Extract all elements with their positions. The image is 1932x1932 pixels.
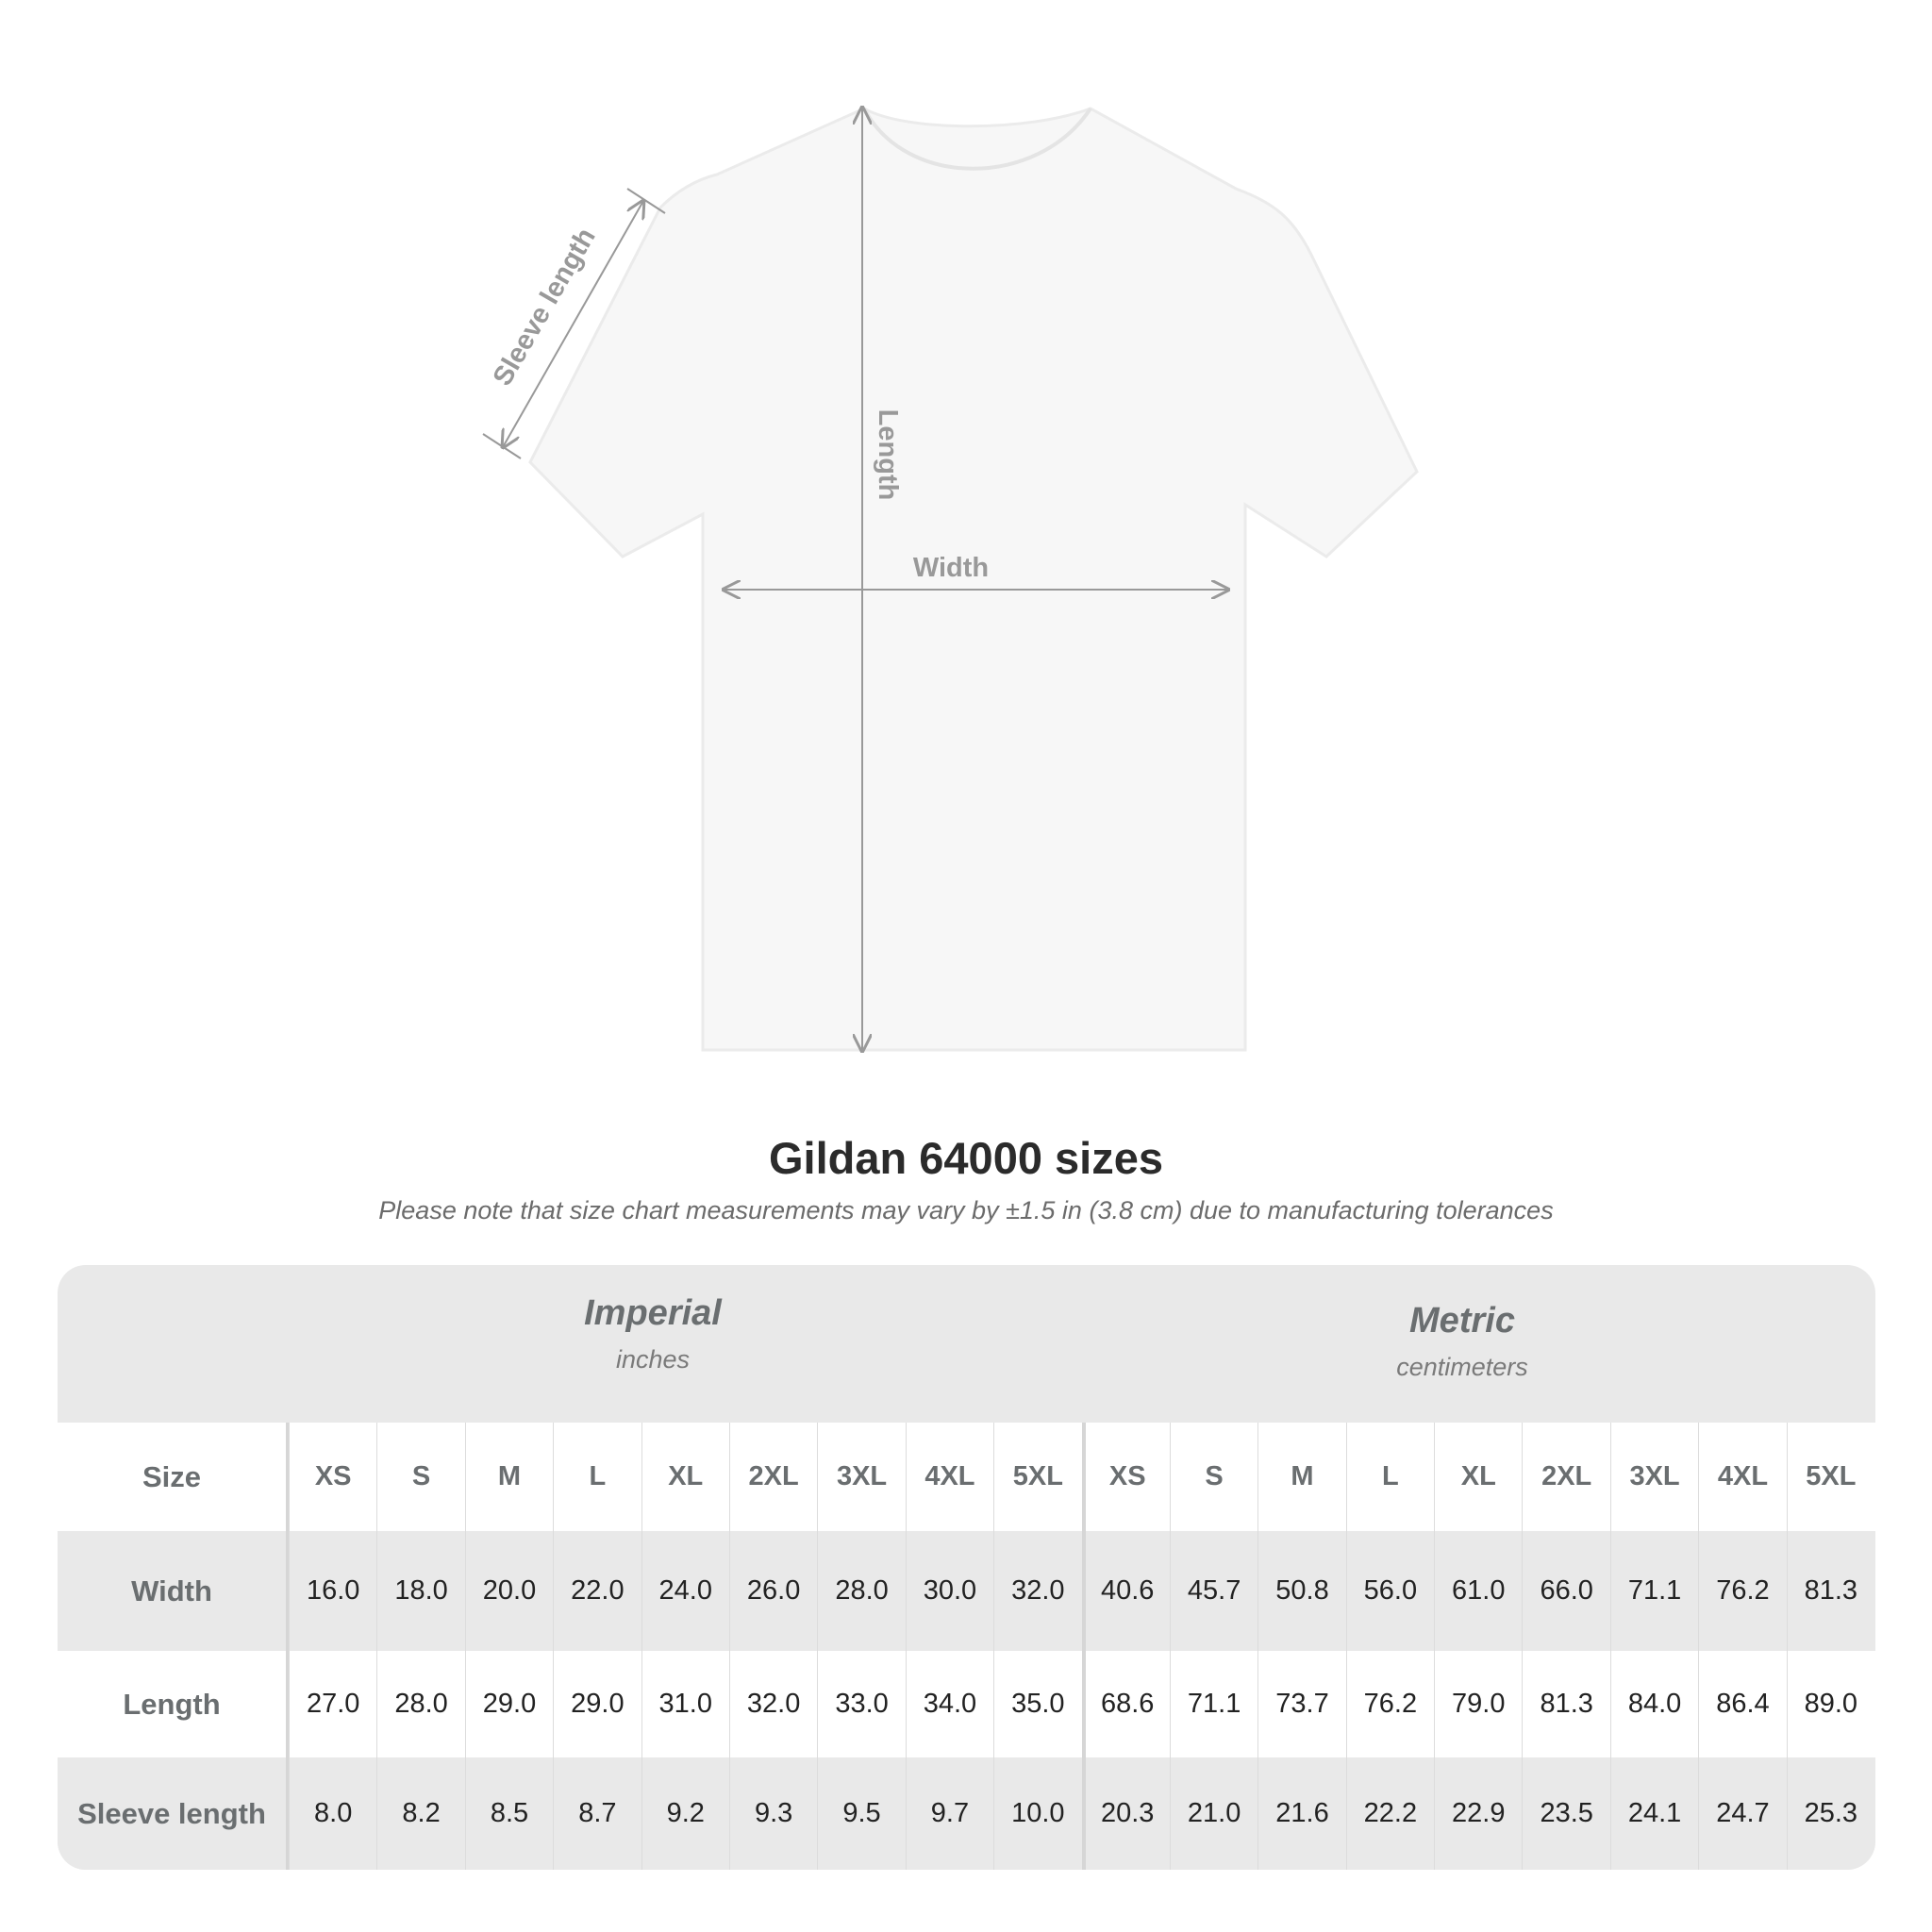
- value-cell: 9.3: [728, 1757, 817, 1870]
- value-cell: 22.0: [553, 1531, 641, 1651]
- size-header-cell: XS: [1081, 1423, 1170, 1531]
- value-cell: 61.0: [1434, 1531, 1522, 1651]
- row-label: Length: [58, 1651, 289, 1757]
- size-header-cell: L: [553, 1423, 641, 1531]
- value-cell: 23.5: [1522, 1757, 1609, 1870]
- row-label: Width: [58, 1531, 289, 1651]
- size-header-cell: S: [1169, 1423, 1257, 1531]
- value-cell: 8.5: [464, 1757, 553, 1870]
- value-cell: 24.1: [1609, 1757, 1698, 1870]
- value-cell: 29.0: [553, 1651, 641, 1757]
- value-cell: 79.0: [1434, 1651, 1522, 1757]
- value-cell: 45.7: [1169, 1531, 1257, 1651]
- value-cell: 24.0: [641, 1531, 729, 1651]
- value-cell: 22.2: [1345, 1757, 1434, 1870]
- metric-header: Metric centimeters: [1396, 1301, 1528, 1381]
- imperial-header: Imperial inches: [584, 1293, 722, 1374]
- value-cell: 28.0: [817, 1531, 905, 1651]
- value-cell: 28.0: [376, 1651, 464, 1757]
- value-cell: 33.0: [817, 1651, 905, 1757]
- tshirt-diagram: Sleeve length Length Width: [482, 0, 1419, 1094]
- value-cell: 76.2: [1698, 1531, 1786, 1651]
- value-cell: 21.0: [1169, 1757, 1257, 1870]
- value-cell: 68.6: [1081, 1651, 1170, 1757]
- size-header-cell: XL: [1434, 1423, 1522, 1531]
- table-row: Length 27.0 28.0 29.0 29.0 31.0 32.0 33.0 34.0 35…: [58, 1651, 1875, 1757]
- value-cell: 76.2: [1345, 1651, 1434, 1757]
- value-cell: 50.8: [1257, 1531, 1345, 1651]
- value-cell: 27.0: [289, 1651, 376, 1757]
- size-header-cell: 2XL: [728, 1423, 817, 1531]
- value-cell: 81.3: [1786, 1531, 1874, 1651]
- value-cell: 20.0: [464, 1531, 553, 1651]
- value-cell: 18.0: [376, 1531, 464, 1651]
- table-row: Sleeve length 8.0 8.2 8.5 8.7 9.2 9.3 9.5 9.7 10.…: [58, 1757, 1875, 1870]
- value-cell: 10.0: [993, 1757, 1081, 1870]
- value-cell: 40.6: [1081, 1531, 1170, 1651]
- value-cell: 8.0: [289, 1757, 376, 1870]
- value-cell: 81.3: [1522, 1651, 1609, 1757]
- size-header-cell: 3XL: [1609, 1423, 1698, 1531]
- value-cell: 26.0: [728, 1531, 817, 1651]
- value-cell: 9.7: [905, 1757, 993, 1870]
- size-header-cell: 5XL: [1786, 1423, 1874, 1531]
- value-cell: 16.0: [289, 1531, 376, 1651]
- value-cell: 73.7: [1257, 1651, 1345, 1757]
- tolerance-note: Please note that size chart measurements…: [378, 1196, 1554, 1224]
- size-header-cell: 5XL: [993, 1423, 1081, 1531]
- value-cell: 29.0: [464, 1651, 553, 1757]
- length-label: Length: [873, 409, 903, 501]
- value-cell: 24.7: [1698, 1757, 1786, 1870]
- size-header-cell: XS: [289, 1423, 376, 1531]
- value-cell: 31.0: [641, 1651, 729, 1757]
- value-cell: 71.1: [1169, 1651, 1257, 1757]
- value-cell: 8.7: [553, 1757, 641, 1870]
- size-header-cell: 4XL: [905, 1423, 993, 1531]
- size-table: Imperial inches Metric centimeters Size X…: [58, 1265, 1875, 1870]
- sleeve-arrow: [503, 201, 643, 447]
- size-header-cell: 3XL: [817, 1423, 905, 1531]
- value-cell: 32.0: [993, 1531, 1081, 1651]
- size-header-cell: 4XL: [1698, 1423, 1786, 1531]
- value-cell: 21.6: [1257, 1757, 1345, 1870]
- table-row: Width 16.0 18.0 20.0 22.0 24.0 26.0 28.0 30.0 32.…: [58, 1531, 1875, 1651]
- size-header-row: Size XS S M L XL 2XL 3XL 4XL 5XL XS S M L XL 2XL 3XL 4XL 5…: [58, 1423, 1875, 1531]
- value-cell: 34.0: [905, 1651, 993, 1757]
- value-cell: 22.9: [1434, 1757, 1522, 1870]
- value-cell: 20.3: [1081, 1757, 1170, 1870]
- width-label: Width: [913, 553, 989, 583]
- size-header-cell: 2XL: [1522, 1423, 1609, 1531]
- value-cell: 25.3: [1786, 1757, 1874, 1870]
- value-cell: 9.5: [817, 1757, 905, 1870]
- value-cell: 30.0: [905, 1531, 993, 1651]
- size-header-cell: L: [1345, 1423, 1434, 1531]
- value-cell: 35.0: [993, 1651, 1081, 1757]
- tshirt-shape: [528, 107, 1419, 1052]
- value-cell: 86.4: [1698, 1651, 1786, 1757]
- value-cell: 66.0: [1522, 1531, 1609, 1651]
- value-cell: 32.0: [728, 1651, 817, 1757]
- value-cell: 9.2: [641, 1757, 729, 1870]
- value-cell: 84.0: [1609, 1651, 1698, 1757]
- value-cell: 89.0: [1786, 1651, 1874, 1757]
- size-header-cell: M: [1257, 1423, 1345, 1531]
- row-label: Size: [58, 1423, 289, 1531]
- row-label: Sleeve length: [58, 1757, 289, 1870]
- size-header-cell: S: [376, 1423, 464, 1531]
- value-cell: 56.0: [1345, 1531, 1434, 1651]
- value-cell: 71.1: [1609, 1531, 1698, 1651]
- size-header-cell: M: [464, 1423, 553, 1531]
- size-header-cell: XL: [641, 1423, 729, 1531]
- page-title: Gildan 64000 sizes: [768, 1133, 1164, 1183]
- value-cell: 8.2: [376, 1757, 464, 1870]
